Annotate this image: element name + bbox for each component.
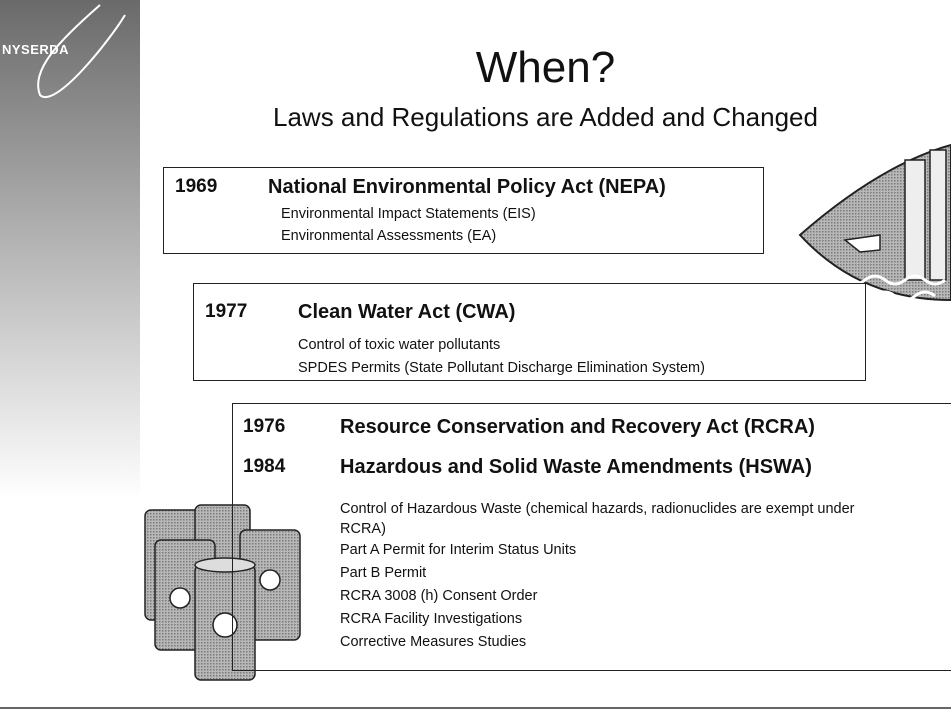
law-box: 1976 Resource Conservation and Recovery …	[232, 403, 951, 671]
slide: NYSERDA When? Laws and Regulations are A…	[0, 0, 951, 721]
law-item: SPDES Permits (State Pollutant Discharge…	[298, 360, 705, 377]
law-item: Environmental Impact Statements (EIS)	[281, 206, 536, 223]
law-name: Hazardous and Solid Waste Amendments (HS…	[340, 456, 812, 479]
law-year: 1969	[175, 176, 217, 198]
law-year: 1977	[205, 301, 247, 323]
law-box: 1977 Clean Water Act (CWA) Control of to…	[193, 283, 866, 381]
law-item: Control of toxic water pollutants	[298, 337, 500, 354]
law-name: Clean Water Act (CWA)	[298, 301, 515, 324]
law-item: Environmental Assessments (EA)	[281, 228, 496, 245]
side-strip	[0, 0, 140, 500]
law-name: National Environmental Policy Act (NEPA)	[268, 176, 666, 199]
law-item: RCRA 3008 (h) Consent Order	[340, 588, 537, 605]
water-icon-tower	[905, 160, 925, 280]
law-name: Resource Conservation and Recovery Act (…	[340, 416, 815, 439]
law-box: 1969 National Environmental Policy Act (…	[163, 167, 764, 254]
logo: NYSERDA	[2, 42, 69, 57]
law-year: 1976	[243, 416, 285, 438]
law-item: Part A Permit for Interim Status Units	[340, 542, 576, 559]
law-item: RCRA Facility Investigations	[340, 611, 522, 628]
subtitle: Laws and Regulations are Added and Chang…	[140, 102, 951, 133]
law-item: Control of Hazardous Waste (chemical haz…	[340, 499, 900, 539]
law-year: 1984	[243, 456, 285, 478]
law-item: Part B Permit	[340, 565, 426, 582]
water-icon-tower	[930, 150, 946, 280]
title: When?	[140, 43, 951, 93]
law-item: Corrective Measures Studies	[340, 634, 526, 651]
